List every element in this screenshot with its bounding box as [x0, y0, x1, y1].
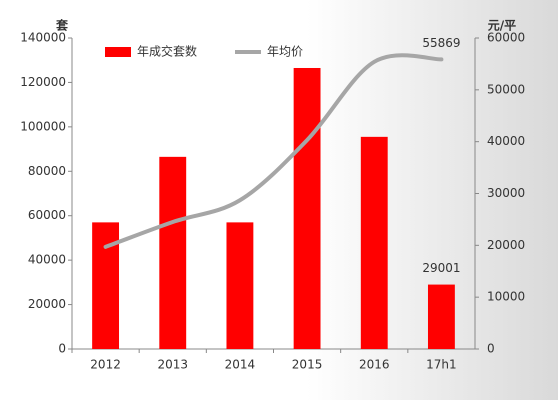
x-tick-label: 17h1: [426, 358, 457, 372]
x-tick-label: 2016: [359, 358, 390, 372]
y-tick-label: 60000: [28, 208, 66, 222]
y2-tick-label: 30000: [487, 186, 525, 200]
data-label: 55869: [422, 36, 460, 50]
y-tick-label: 40000: [28, 253, 66, 267]
y2-tick-label: 50000: [487, 82, 525, 96]
legend-label: 年均价: [267, 45, 303, 59]
legend-swatch: [105, 47, 131, 57]
y-axis-title: 套: [55, 18, 69, 33]
bar: [293, 67, 321, 349]
y-tick-label: 100000: [20, 119, 66, 133]
y-tick-label: 140000: [20, 31, 66, 45]
y2-axis-title: 元/平: [488, 19, 516, 33]
x-tick-label: 2015: [292, 358, 323, 372]
bar: [226, 222, 254, 349]
bar: [159, 156, 187, 349]
bar: [427, 284, 455, 349]
y2-tick-label: 20000: [487, 238, 525, 252]
y2-tick-label: 60000: [487, 31, 525, 45]
x-tick-label: 2012: [90, 358, 121, 372]
legend-label: 年成交套数: [137, 44, 197, 59]
y-tick-label: 80000: [28, 164, 66, 178]
bar: [360, 136, 388, 349]
line: [103, 53, 444, 249]
y-tick-label: 0: [58, 342, 66, 356]
y-tick-label: 120000: [20, 75, 66, 89]
data-label: 29001: [422, 261, 460, 275]
y2-tick-label: 10000: [487, 290, 525, 304]
x-tick-label: 2013: [157, 358, 188, 372]
y-tick-label: 20000: [28, 297, 66, 311]
y2-tick-label: 0: [487, 342, 495, 356]
y2-tick-label: 40000: [487, 134, 525, 148]
x-tick-label: 2014: [225, 358, 256, 372]
